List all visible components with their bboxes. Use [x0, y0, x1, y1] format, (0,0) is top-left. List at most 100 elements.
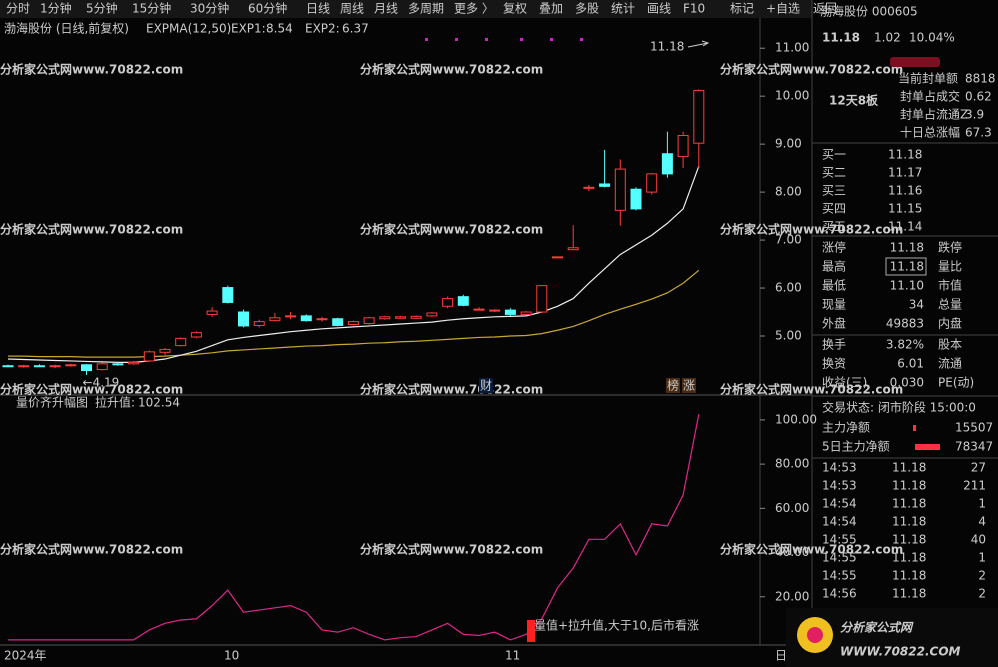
trade-volume: 1	[978, 551, 986, 565]
stat-label: 股本	[938, 338, 962, 352]
stat-value: 0.030	[890, 376, 924, 390]
event-badge	[666, 378, 680, 393]
candle-body	[332, 318, 344, 326]
signal-dot	[485, 38, 488, 41]
candle-body	[504, 309, 516, 315]
toolbar-item[interactable]: 多周期	[408, 2, 444, 16]
y-tick-label: 5.00	[775, 329, 802, 343]
bid-price: 11.18	[888, 148, 922, 162]
trade-status: 交易状态: 闭市阶段 15:00:0	[822, 400, 976, 415]
trade-volume: 40	[971, 533, 986, 547]
change-pct: 10.04%	[909, 31, 955, 45]
toolbar-item[interactable]: 分时	[6, 2, 30, 16]
bid-price: 11.16	[888, 184, 922, 198]
stat-label: 换手	[822, 338, 846, 352]
toolbar-item[interactable]: 日线	[306, 2, 330, 16]
toolbar-item[interactable]: 画线	[647, 2, 671, 16]
event-mark: 涨	[683, 378, 695, 393]
candle-body	[693, 89, 705, 144]
stat-value: 11.18	[890, 260, 924, 274]
highlight	[885, 257, 927, 276]
watermark: 分析家公式网www.70822.com	[720, 542, 903, 557]
toolbar-item[interactable]: 60分钟	[248, 1, 287, 16]
seal-label: 当前封单额	[898, 71, 958, 86]
candle-body	[536, 285, 548, 313]
candle-body	[614, 168, 626, 211]
stat-value: 11.18	[890, 241, 924, 255]
flow-bar	[915, 444, 940, 450]
watermark: 分析家公式网www.70822.com	[360, 62, 543, 77]
toolbar-item[interactable]: 多股	[575, 2, 599, 16]
signal-bar	[527, 620, 535, 642]
toolbar-item[interactable]: 标记	[730, 2, 754, 16]
trade-time: 14:55	[822, 569, 857, 583]
seal-label: 十日总涨幅	[900, 125, 960, 140]
candle-body	[128, 361, 140, 365]
watermark: 分析家公式网www.70822.com	[360, 222, 543, 237]
button[interactable]	[890, 57, 940, 67]
y-tick-label: 80.00	[775, 457, 809, 471]
toolbar-item[interactable]: 复权	[503, 2, 527, 16]
candle-body	[646, 173, 658, 193]
watermark: 分析家公式网www.70822.com	[720, 62, 903, 77]
candle-body	[285, 315, 297, 318]
event-badge	[479, 378, 493, 393]
candle-body	[630, 188, 642, 210]
candle-body	[81, 364, 92, 372]
event-badge	[682, 378, 696, 393]
stat-label: 收益(三)	[822, 376, 867, 390]
toolbar-item[interactable]: 30分钟	[190, 1, 229, 16]
change: 1.02	[874, 31, 901, 45]
toolbar-item[interactable]: 统计	[611, 2, 635, 16]
y-tick-label: 6.00	[775, 281, 802, 295]
seal-label: 封单占成交	[900, 89, 960, 104]
trade-time: 14:53	[822, 461, 857, 475]
flow-label: 主力净额	[822, 421, 870, 435]
candle-body	[222, 287, 234, 303]
candle-body	[379, 316, 391, 320]
watermark: 分析家公式网www.70822.com	[360, 382, 543, 397]
toolbar-item[interactable]: F10	[683, 2, 705, 16]
bid-label: 买四	[822, 202, 846, 216]
lift-line	[8, 414, 700, 641]
toolbar-item[interactable]: +自选	[766, 2, 800, 16]
candle-body	[175, 337, 187, 347]
trade-time: 14:54	[822, 497, 857, 511]
y-tick-label: 20.00	[775, 589, 809, 603]
toolbar-item[interactable]: 周线	[340, 2, 364, 16]
stat-value: 6.01	[897, 357, 924, 371]
watermark: 分析家公式网www.70822.com	[720, 382, 903, 397]
stock-name: 渤海股份 000605	[820, 4, 918, 19]
event-mark: 财	[480, 379, 492, 393]
stat-label: 内盘	[938, 316, 962, 331]
toolbar-item[interactable]: 1分钟	[40, 1, 72, 16]
stat-label: 最低	[822, 279, 846, 293]
annotation: 量值+拉升值,大于10,后市看涨	[534, 618, 699, 633]
candle-body	[206, 310, 218, 315]
toolbar-item[interactable]: 返回	[813, 2, 837, 16]
watermark: 分析家公式网www.70822.com	[0, 222, 183, 237]
toolbar-item[interactable]: 叠加	[539, 2, 563, 16]
trade-price: 11.18	[892, 479, 926, 493]
seal-value: 8818	[965, 72, 996, 86]
toolbar-item[interactable]: 更多 〉	[454, 2, 494, 16]
legend-value: 8.54	[266, 22, 293, 36]
candle-body	[552, 256, 563, 259]
candle-body	[49, 365, 61, 368]
toolbar-item[interactable]: 5分钟	[86, 1, 118, 16]
flow-label: 5日主力净额	[822, 440, 890, 454]
toolbar-item[interactable]: 15分钟	[132, 1, 171, 16]
y-tick-label: 40.00	[775, 545, 809, 559]
trade-price: 11.18	[892, 551, 926, 565]
candle-body	[253, 321, 265, 326]
toolbar-item[interactable]: 月线	[374, 2, 398, 16]
annotation: ←4.19	[83, 375, 120, 389]
annotation: 11.18	[650, 40, 684, 54]
candle-body	[457, 296, 469, 306]
candle-body	[677, 135, 689, 158]
signal-dot	[580, 38, 583, 41]
trade-volume: 2	[978, 569, 986, 583]
trade-price: 11.18	[892, 533, 926, 547]
candle-body	[426, 312, 438, 317]
